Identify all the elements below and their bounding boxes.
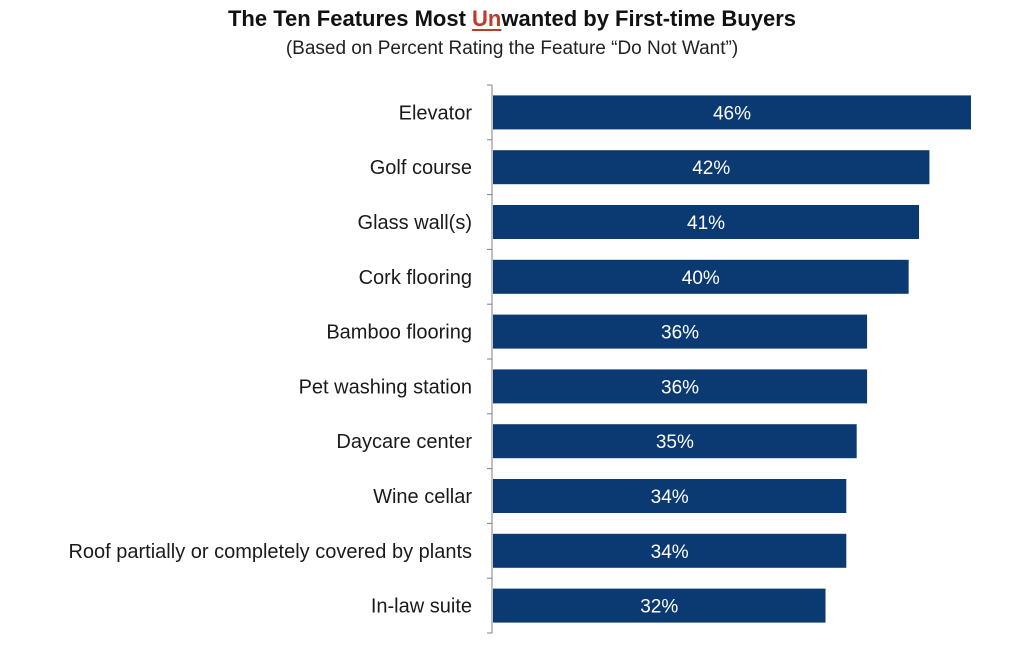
title-part-1: The Ten Features Most xyxy=(227,6,473,31)
category-label: Pet washing station xyxy=(299,376,472,398)
bar xyxy=(493,369,868,404)
bar xyxy=(493,259,909,294)
chart-title: The Ten Features Most Unwanted by First-… xyxy=(0,6,1024,32)
value-label: 46% xyxy=(713,103,751,124)
title-part-3: wanted by First-time Buyers xyxy=(501,6,797,31)
value-label: 42% xyxy=(692,158,730,179)
value-label: 36% xyxy=(661,323,699,344)
category-label: In-law suite xyxy=(371,596,472,618)
category-label: Glass wall(s) xyxy=(358,212,472,234)
title-highlight: Un xyxy=(472,6,502,31)
value-label: 40% xyxy=(682,268,720,289)
value-label: 35% xyxy=(656,432,694,453)
category-label: Bamboo flooring xyxy=(326,322,472,344)
value-label: 36% xyxy=(661,377,699,398)
category-label: Golf course xyxy=(370,157,472,179)
value-label: 34% xyxy=(651,487,689,508)
category-label: Wine cellar xyxy=(373,486,472,508)
category-label: Cork flooring xyxy=(359,267,472,289)
bar xyxy=(493,205,920,239)
bar xyxy=(493,95,971,130)
bar xyxy=(493,479,847,513)
category-label: Daycare center xyxy=(336,431,472,453)
bar xyxy=(493,314,868,349)
category-label: Elevator xyxy=(399,102,473,124)
value-label: 41% xyxy=(687,213,725,234)
bar xyxy=(493,150,930,185)
bar xyxy=(493,533,847,568)
bar xyxy=(493,588,826,623)
chart-subtitle: (Based on Percent Rating the Feature “Do… xyxy=(285,38,739,59)
value-label: 34% xyxy=(651,542,689,563)
category-label: Roof partially or completely covered by … xyxy=(68,541,472,563)
bar xyxy=(493,424,857,459)
value-label: 32% xyxy=(640,597,678,618)
